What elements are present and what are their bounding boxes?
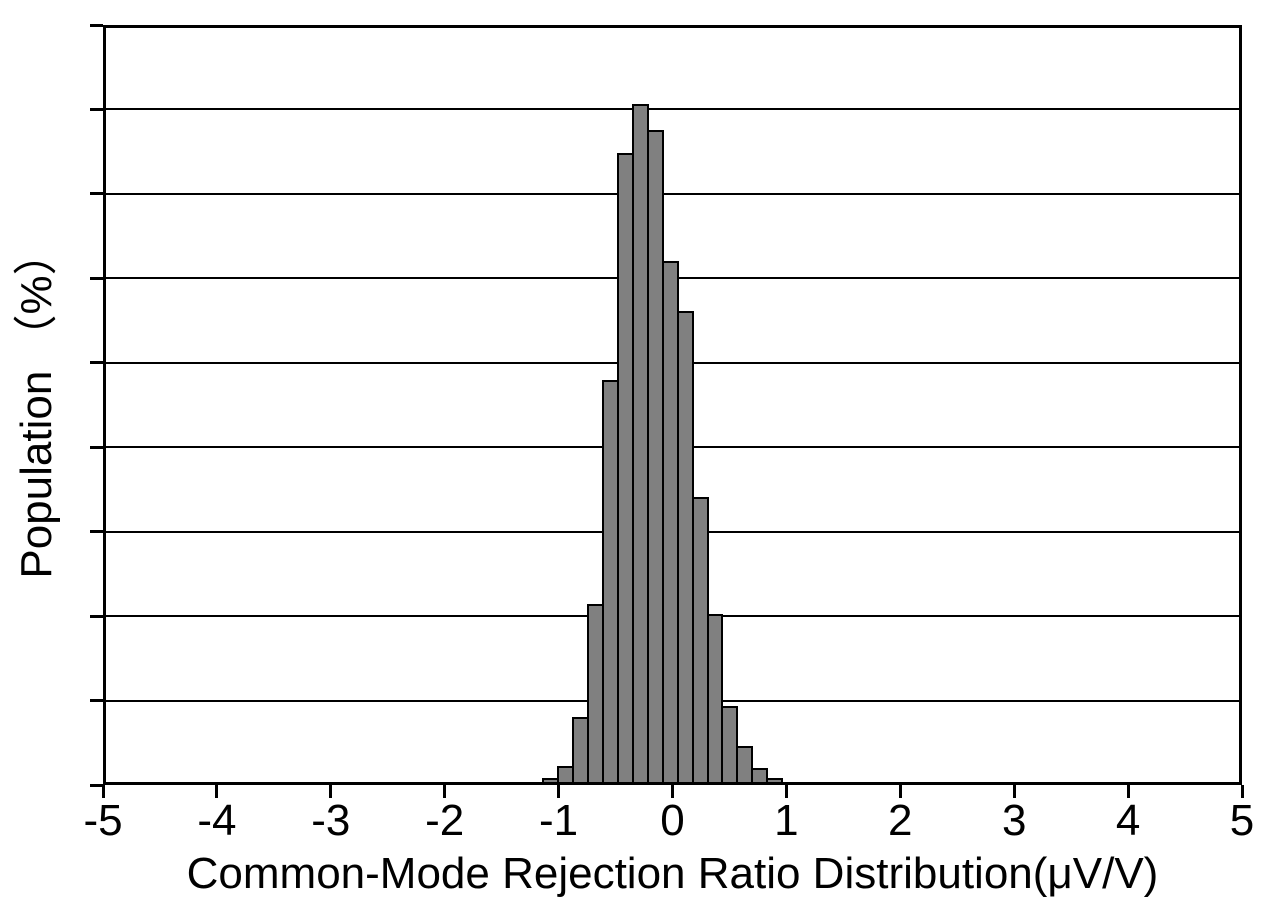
y-axis-tick — [90, 23, 103, 27]
y-axis-tick — [90, 530, 103, 534]
x-tick-label: 2 — [888, 796, 913, 845]
x-tick-label: 3 — [1001, 796, 1027, 845]
x-tick-label: 0 — [660, 796, 685, 845]
x-tick-label: 1 — [774, 796, 799, 845]
x-tick-label: -5 — [83, 796, 123, 845]
y-axis-tick — [90, 445, 103, 449]
x-axis-tick — [329, 785, 333, 798]
x-axis-tick — [557, 785, 561, 798]
x-tick-label: -1 — [539, 796, 579, 845]
x-tick-label: 5 — [1229, 796, 1255, 845]
y-axis-tick — [90, 107, 103, 111]
y-axis-tick — [90, 361, 103, 365]
x-axis-tick — [443, 785, 447, 798]
x-tick-label: -2 — [425, 796, 465, 845]
x-axis-tick — [671, 785, 674, 798]
x-tick-label: -4 — [197, 796, 237, 845]
gridline — [103, 192, 1242, 195]
histogram-bar — [766, 778, 784, 785]
y-axis-tick — [90, 192, 103, 196]
x-axis-tick — [1126, 785, 1130, 798]
y-axis-tick — [90, 699, 103, 703]
x-tick-label: -3 — [311, 796, 351, 845]
x-axis-tick — [1012, 785, 1016, 798]
x-tick-label: 4 — [1115, 796, 1141, 845]
x-axis-title: Common-Mode Rejection Ratio Distribution… — [186, 849, 1159, 898]
y-axis-tick — [90, 276, 103, 280]
x-axis-tick — [1240, 785, 1244, 798]
gridline — [103, 108, 1242, 111]
y-axis-title: Population （%） — [12, 231, 61, 579]
x-axis-tick — [898, 785, 902, 798]
x-axis-tick — [101, 785, 105, 798]
x-axis-tick — [784, 785, 788, 798]
y-axis-tick — [90, 783, 103, 787]
y-axis-tick — [90, 614, 103, 618]
x-axis-tick — [215, 785, 219, 798]
